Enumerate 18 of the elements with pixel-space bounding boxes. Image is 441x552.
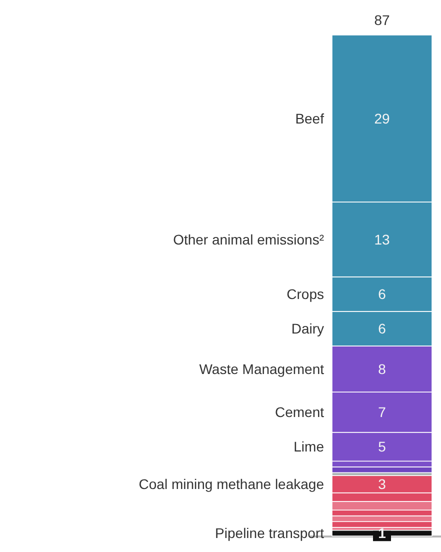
data-label: 29: [374, 110, 390, 126]
data-label: 8: [378, 360, 386, 377]
data-label: 7: [378, 404, 386, 420]
series-label: Pipeline transport: [215, 525, 324, 542]
data-label: 5: [378, 438, 386, 455]
series-label: Waste Management: [199, 360, 324, 377]
data-label: 6: [378, 286, 386, 302]
series-label: Cement: [274, 404, 324, 420]
series-label: Coal mining methane leakage: [138, 476, 324, 492]
series-label: Lime: [294, 438, 324, 455]
data-label: 3: [378, 476, 386, 492]
series-label: Beef: [295, 110, 324, 126]
data-label: 13: [374, 231, 390, 248]
series-label: Other animal emissions²: [173, 231, 324, 248]
series-label: Crops: [286, 286, 324, 302]
total-label: 87: [374, 12, 390, 28]
data-label: 6: [378, 320, 386, 337]
series-label: Dairy: [291, 320, 324, 337]
